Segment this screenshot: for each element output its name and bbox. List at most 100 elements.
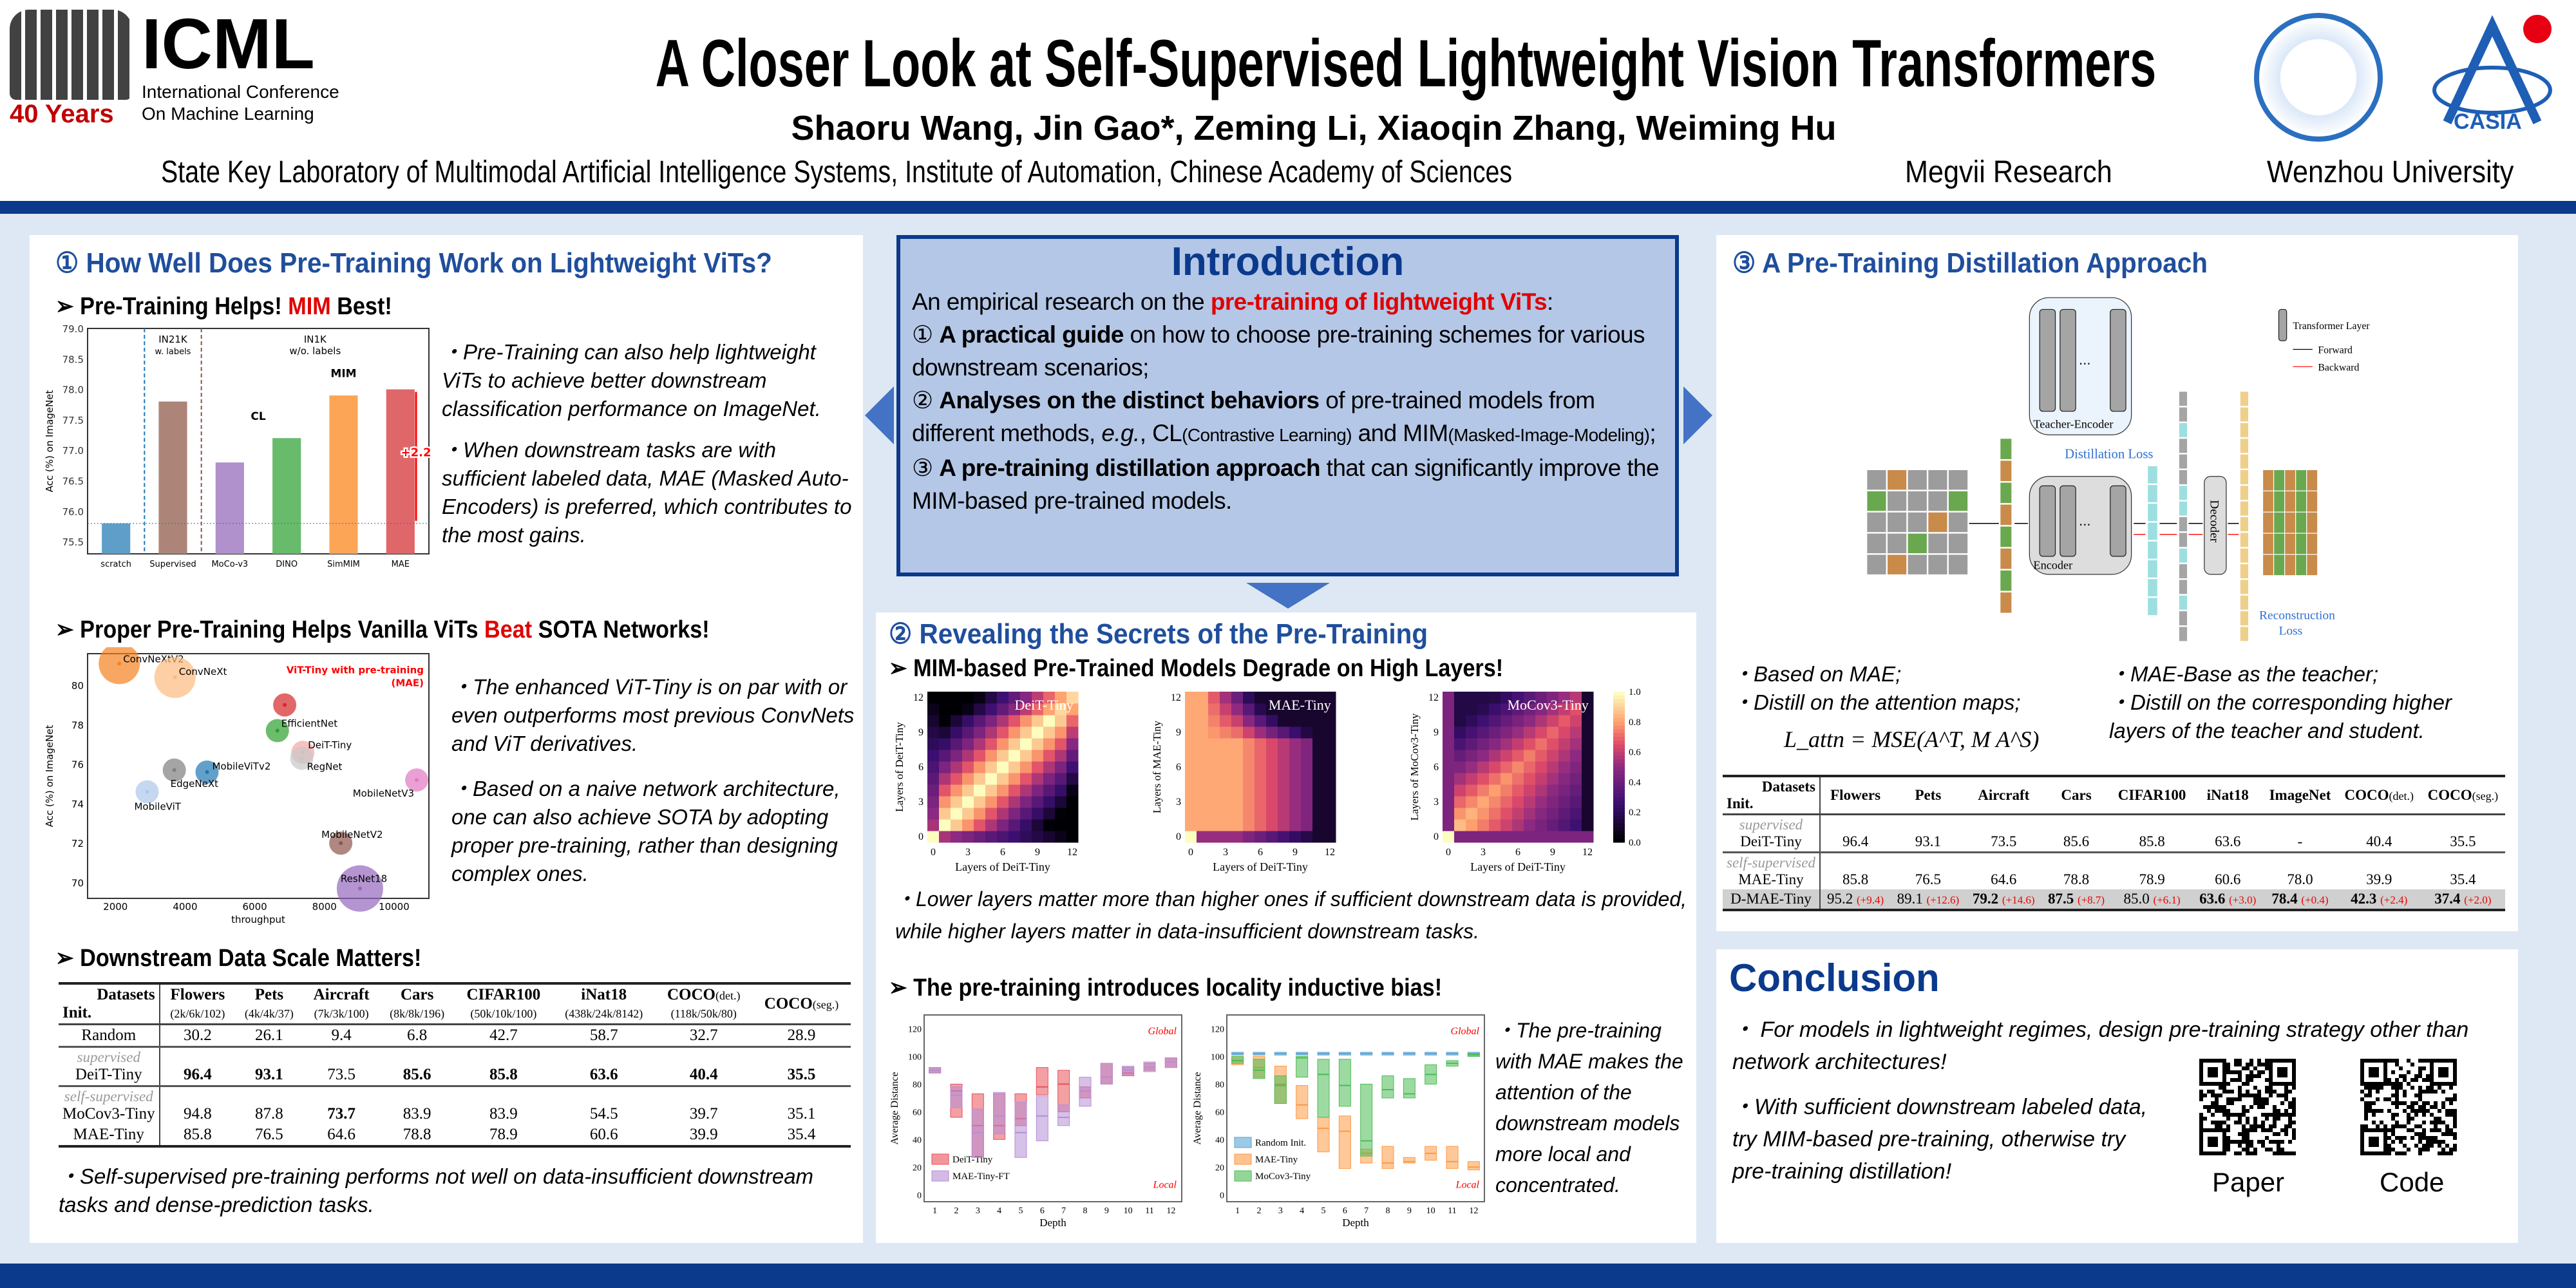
colorbar-segment xyxy=(1613,763,1625,768)
heatmap-cell xyxy=(974,796,986,808)
qr-module xyxy=(2380,1109,2383,1113)
bullet: ・The enhanced ViT-Tiny is on par with or… xyxy=(451,675,855,755)
table-cell: 78.9 xyxy=(2111,853,2193,890)
heatmap-cell xyxy=(1301,738,1313,750)
heatmap-cell xyxy=(997,703,1009,715)
full-token xyxy=(2179,517,2188,531)
qr-module xyxy=(2257,1070,2261,1074)
heatmap-cell xyxy=(1231,831,1244,843)
intro-item-2: ② Analyses on the distinct behaviors of … xyxy=(912,384,1663,451)
cell-value: 35.5 xyxy=(787,1066,816,1083)
qr-module xyxy=(2242,1094,2246,1097)
y-axis-label: Layers of MoCov3-Tiny xyxy=(1408,713,1421,820)
heatmap-cell xyxy=(1255,761,1267,773)
heatmap-cell xyxy=(1524,715,1536,727)
heatmap-cell xyxy=(1443,715,1455,727)
qr-module xyxy=(2407,1082,2410,1086)
colorbar-tick: 1.0 xyxy=(1629,688,1641,697)
x-tick-label: 4 xyxy=(997,1206,1001,1216)
transformer-layer-icon xyxy=(2039,308,2056,412)
plot-frame xyxy=(87,328,430,554)
row-name: DeiT-Tiny xyxy=(1740,833,1802,849)
qr-module xyxy=(2438,1086,2441,1090)
heatmap-cell xyxy=(1466,726,1478,739)
qr-module xyxy=(2391,1094,2395,1097)
paper-qr-code[interactable] xyxy=(2193,1052,2302,1162)
heatmap-cell xyxy=(927,715,940,727)
qr-module xyxy=(2414,1078,2418,1082)
corner-top: Datasets xyxy=(97,986,155,1003)
heatmap-cell xyxy=(985,796,998,808)
x-tick-label: 9 xyxy=(1293,847,1298,858)
heatmap-cell xyxy=(1289,692,1302,704)
qr-module xyxy=(2372,1101,2376,1105)
qr-module xyxy=(2418,1094,2422,1097)
visible-patch xyxy=(2000,592,2012,613)
y-tick-label: 20 xyxy=(913,1163,922,1173)
heatmap-cell xyxy=(1547,715,1559,727)
heatmap-cell xyxy=(1266,796,1278,808)
box-MAE-Tiny xyxy=(1317,1117,1330,1153)
box-MAE-Tiny-FT xyxy=(971,1108,984,1158)
local-label: Local xyxy=(1153,1180,1177,1191)
qr-module xyxy=(2368,1094,2372,1097)
y-tick-label: 3 xyxy=(918,797,923,808)
heatmap-cell xyxy=(1020,726,1032,739)
heatmap-cell xyxy=(1454,808,1466,820)
heatmap-cell xyxy=(1020,750,1032,762)
qr-module xyxy=(2418,1070,2422,1074)
heatmap-cell xyxy=(1243,761,1255,773)
section-1-heading: ① How Well Does Pre-Training Work on Lig… xyxy=(55,247,772,279)
cell-value: 28.9 xyxy=(787,1027,816,1044)
table-cell: 78.8 xyxy=(379,1124,454,1146)
qr-module xyxy=(2364,1101,2368,1105)
heatmap-cell xyxy=(1312,703,1325,715)
heatmap-cell xyxy=(927,726,940,739)
annotation-cl: CL xyxy=(251,410,265,423)
masked-patch xyxy=(1948,554,1968,574)
heatmap-cell xyxy=(1243,726,1255,739)
qr-module xyxy=(2441,1132,2445,1136)
y-tick-label: 12 xyxy=(1171,692,1181,703)
code-qr-code[interactable] xyxy=(2354,1052,2463,1162)
qr-module xyxy=(2403,1074,2407,1078)
x-tick-label: 12 xyxy=(1166,1206,1175,1216)
colorbar-segment xyxy=(1613,827,1625,831)
qr-module xyxy=(2364,1109,2368,1113)
qr-module xyxy=(2269,1148,2273,1151)
heatmap-cell xyxy=(962,750,974,762)
x-tick-label: 12 xyxy=(1469,1206,1478,1216)
heatmap-cell xyxy=(1055,808,1067,820)
table-cell: 40.4 xyxy=(2338,815,2421,853)
colorbar-segment xyxy=(1613,786,1625,790)
qr-module xyxy=(2434,1136,2438,1140)
reconstructed-patch xyxy=(2307,554,2318,576)
qr-module xyxy=(2234,1059,2238,1063)
qr-module xyxy=(2284,1109,2288,1113)
heatmap-cell xyxy=(1524,831,1536,843)
qr-module xyxy=(2249,1144,2253,1148)
colorbar-tick: 0.6 xyxy=(1629,748,1641,758)
heatmap-cell xyxy=(1512,831,1524,843)
qr-module xyxy=(2246,1078,2249,1082)
masked-patch xyxy=(1928,512,1947,533)
point-MobileViTv2 xyxy=(205,770,209,774)
qr-module xyxy=(2449,1132,2453,1136)
qr-module xyxy=(2261,1063,2265,1066)
heatmap-cell xyxy=(1512,761,1524,773)
heatmap-cell xyxy=(951,761,963,773)
reconstructed-patch xyxy=(2307,470,2318,491)
conclusion-title: Conclusion xyxy=(1729,956,1940,999)
qr-module xyxy=(2226,1136,2230,1140)
cell-value: 78.9 xyxy=(2139,871,2165,887)
qr-module xyxy=(2449,1097,2453,1101)
full-token xyxy=(2179,439,2188,453)
heatmap-cell xyxy=(1324,738,1336,750)
colorbar-segment xyxy=(1613,812,1625,817)
table-cell: 28.9 xyxy=(752,1025,851,1047)
bullet-list-1: ・Pre-Training can also help lightweight … xyxy=(442,338,854,549)
qr-module xyxy=(2211,1090,2215,1094)
heatmap-cell xyxy=(1558,726,1571,739)
heatmap-cell xyxy=(1524,796,1536,808)
qr-module xyxy=(2414,1144,2418,1148)
